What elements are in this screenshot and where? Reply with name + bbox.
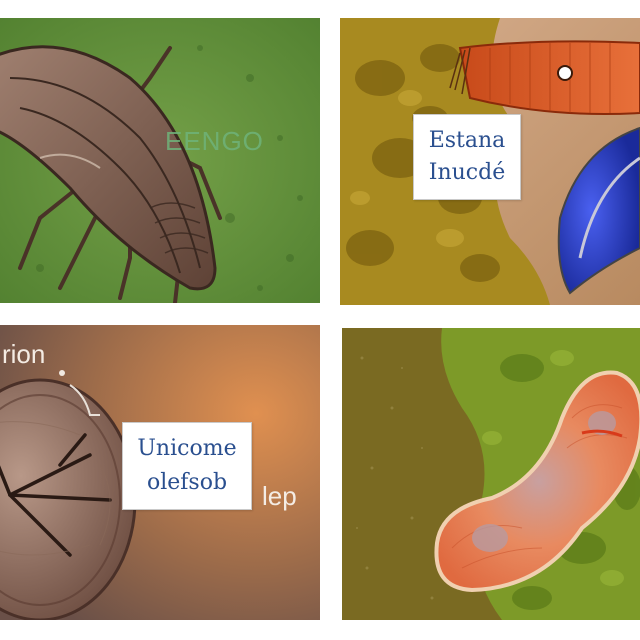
panel-insect-green: EENGO xyxy=(0,18,320,303)
panel-round-organism: rion Unicome olefsob lep xyxy=(0,325,320,620)
insect-illustration xyxy=(0,18,320,303)
cell-illustration xyxy=(342,328,640,620)
caption-line-1: Estana xyxy=(428,127,506,153)
caption-box: Unicome olefsob xyxy=(122,422,252,510)
overlay-label: EENGO xyxy=(165,126,264,156)
overlay-label-right: lep xyxy=(262,481,297,511)
caption-line-1: Unicome xyxy=(137,435,237,461)
caption-box: Estana Inucdé xyxy=(413,114,521,200)
overlay-label-top: rion xyxy=(2,339,46,369)
organism-illustration xyxy=(0,325,320,620)
panel-coral-creature: Estana Inucdé xyxy=(340,18,640,305)
caption-line-2: olefsob xyxy=(146,470,228,495)
panel-cell-moss xyxy=(342,328,640,620)
caption-line-2: Inucdé xyxy=(428,160,506,185)
